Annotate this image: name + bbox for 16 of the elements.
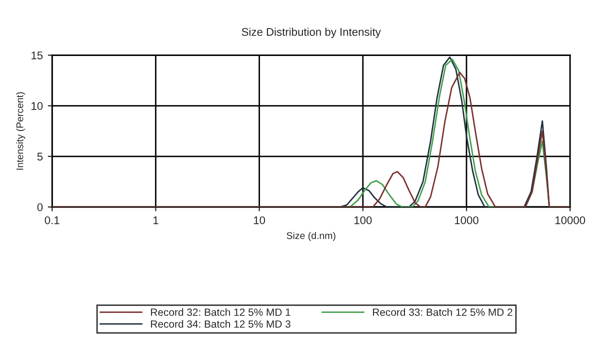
- legend-label: Record 34: Batch 12 5% MD 3: [151, 320, 290, 328]
- y-tick-label: 15: [32, 52, 43, 60]
- x-axis-title: Size (d.nm): [286, 232, 336, 241]
- legend-label: Record 33: Batch 12 5% MD 2: [372, 308, 512, 316]
- y-tick-label: 0: [37, 203, 43, 212]
- legend-label: Record 32: Batch 12 5% MD 1: [151, 308, 290, 316]
- x-tick-label: 100: [354, 216, 372, 224]
- x-tick-label: 10: [254, 216, 266, 224]
- chart-title: Size Distribution by Intensity: [242, 28, 381, 38]
- y-tick-label: 10: [32, 102, 43, 110]
- y-axis-title: Intensity (Percent): [16, 92, 26, 170]
- x-tick-label: 10000: [555, 216, 586, 224]
- y-tick-label: 5: [37, 152, 43, 161]
- x-tick-label: 1: [153, 216, 158, 224]
- x-tick-label: 1000: [454, 216, 478, 224]
- x-tick-label: 0.1: [44, 216, 60, 224]
